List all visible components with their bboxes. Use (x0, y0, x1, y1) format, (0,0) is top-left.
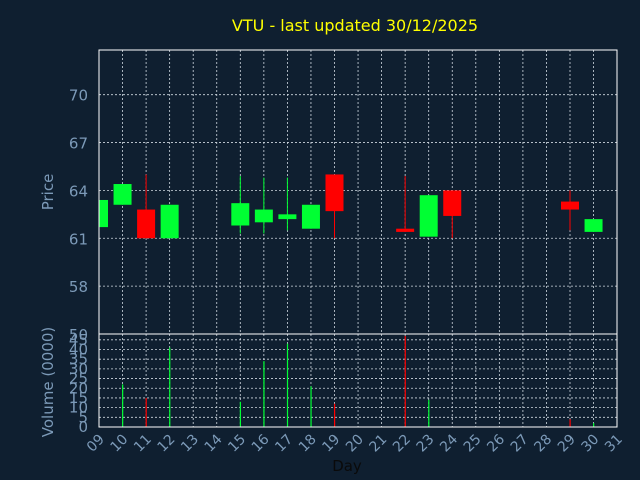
candle-body (396, 228, 415, 232)
candle-body (561, 201, 579, 210)
volume-tick-label: 40 (69, 341, 88, 359)
candle-body (301, 204, 320, 229)
volume-bar (569, 419, 571, 427)
volume-bar (239, 401, 241, 427)
price-tick-label: 67 (69, 135, 88, 153)
candle-body (325, 174, 344, 212)
volume-tick-label: 25 (69, 370, 88, 388)
price-tick-label: 64 (69, 182, 88, 200)
candle-body (113, 184, 132, 205)
volume-tick-label: 45 (69, 331, 88, 349)
candle-body (419, 195, 438, 237)
volume-tick-label: 20 (69, 379, 88, 397)
volume-tick-label: 15 (69, 389, 88, 407)
volume-bar (404, 335, 406, 427)
volume-axis-label: Volume (0000) (39, 327, 57, 437)
volume-bars (122, 335, 595, 427)
price-tick-label: 70 (69, 87, 88, 105)
candlesticks (98, 174, 603, 239)
candle-body (160, 204, 179, 239)
volume-bar (310, 386, 312, 427)
volume-tick-label: 10 (69, 399, 88, 417)
volume-tick-label: 35 (69, 350, 88, 368)
candle-body (231, 203, 250, 226)
x-tick-labels: 09 10 11 12 13 14 15 16 17 18 19 20 21 22 23 24 25 26 27 28… (84, 431, 626, 455)
price-tick-label: 61 (69, 230, 88, 248)
volume-top-label: 50 (69, 326, 88, 344)
candle-body (443, 190, 462, 216)
candle-body (137, 209, 156, 239)
volume-tick-label: 5 (78, 408, 88, 426)
volume-bar (122, 384, 124, 427)
candle-body (99, 199, 108, 228)
price-axis-label: Price (39, 174, 57, 211)
volume-bar (334, 403, 336, 427)
candle-body (278, 214, 297, 220)
volume-bar (169, 347, 171, 427)
candle-body (254, 209, 273, 223)
volume-tick-label: 30 (69, 360, 88, 378)
volume-bar (428, 399, 430, 427)
candle-body (584, 219, 603, 232)
price-tick-label: 58 (69, 278, 88, 296)
volume-bar (263, 361, 265, 427)
volume-bar (145, 397, 147, 427)
price-tick-labels: 58 61 64 67 70 (69, 87, 88, 296)
chart-title: VTU - last updated 30/12/2025 (232, 16, 478, 35)
x-axis-label: Day (332, 457, 362, 475)
volume-tick-label: 0 (78, 418, 88, 436)
volume-panel-frame (98, 333, 618, 428)
volume-bar (286, 343, 289, 427)
volume-bar (593, 423, 595, 427)
